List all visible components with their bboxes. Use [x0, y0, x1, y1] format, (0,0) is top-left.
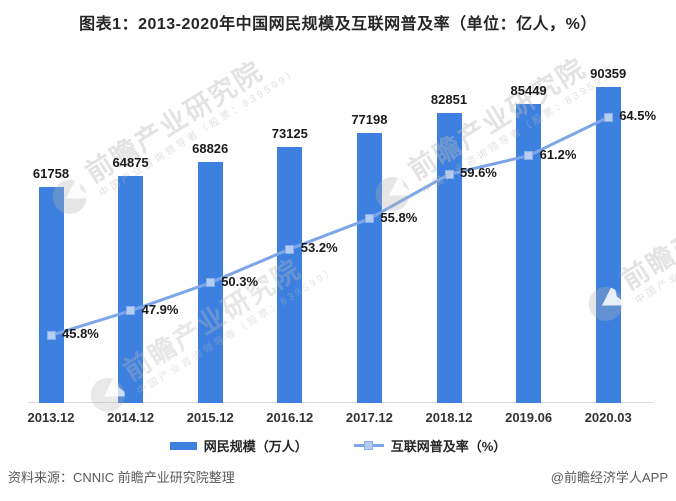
bar-value-label: 73125	[271, 126, 308, 142]
x-axis-label: 2013.12	[27, 410, 75, 425]
bar	[356, 132, 382, 403]
bar	[595, 86, 621, 403]
line-marker-icon	[363, 441, 373, 450]
bar-value-label: 61758	[32, 165, 70, 181]
line-value-label: 45.8%	[62, 326, 99, 342]
chart-title: 图表1：2013-2020年中国网民规模及互联网普及率（单位：亿人，%）	[79, 16, 597, 33]
line-marker-icon	[603, 112, 613, 122]
legend-item-netizen-scale: 网民规模（万人）	[169, 436, 308, 455]
bar-series-label: 网民规模（万人）	[203, 439, 308, 454]
x-axis-label: 2014.12	[107, 410, 155, 425]
line-value-label: 47.9%	[141, 301, 179, 317]
footer: 资料来源：CNNIC 前瞻产业研究院整理 @前瞻经济学人APP	[8, 467, 668, 486]
bar-value-label: 85449	[510, 82, 547, 98]
bar-value-label: 64875	[112, 154, 149, 170]
bar	[436, 113, 462, 403]
x-axis-label: 2018.12	[425, 410, 473, 425]
bar	[38, 186, 64, 403]
line-marker-icon	[285, 244, 295, 254]
line-marker-icon	[205, 278, 215, 288]
x-axis-label: 2019.06	[505, 410, 553, 425]
bar	[277, 147, 303, 403]
line-series-label: 互联网普及率（%）	[390, 439, 507, 454]
bar	[118, 175, 144, 403]
line-marker-icon	[444, 169, 454, 179]
line-marker-icon	[524, 151, 534, 161]
line-marker-icon	[46, 330, 56, 340]
penetration-rate-line	[49, 115, 610, 337]
bar-value-label: 77198	[351, 111, 388, 127]
x-axis-label: 2020.03	[584, 410, 632, 425]
data-source-text: 资料来源：CNNIC 前瞻产业研究院整理	[8, 470, 235, 485]
bar-value-label: 82851	[430, 92, 468, 108]
legend: 网民规模（万人） 互联网普及率（%）	[0, 436, 676, 455]
line-marker-icon	[364, 214, 374, 224]
line-value-label: 53.2%	[300, 240, 338, 255]
line-value-label: 64.5%	[619, 108, 657, 124]
bar-value-label: 68826	[192, 141, 229, 157]
bar-value-label: 90359	[590, 65, 627, 81]
line-value-label: 59.6%	[460, 165, 497, 181]
bar-series-swatch-icon	[169, 441, 197, 450]
credit-text: @前瞻经济学人APP	[550, 470, 668, 485]
plot-area: 61758 2013.12 64875 2014.12 68826 2015.12 7312…	[28, 53, 657, 425]
line-marker-icon	[126, 306, 136, 316]
legend-item-penetration-rate: 互联网普及率（%）	[353, 436, 507, 455]
x-axis-label: 2016.12	[266, 410, 314, 425]
line-value-label: 55.8%	[380, 209, 418, 225]
x-axis-label: 2015.12	[186, 410, 234, 425]
line-value-label: 50.3%	[221, 273, 259, 289]
line-series-swatch-icon	[353, 441, 384, 450]
x-axis-label: 2017.12	[345, 410, 393, 425]
line-value-label: 61.2%	[539, 146, 577, 162]
